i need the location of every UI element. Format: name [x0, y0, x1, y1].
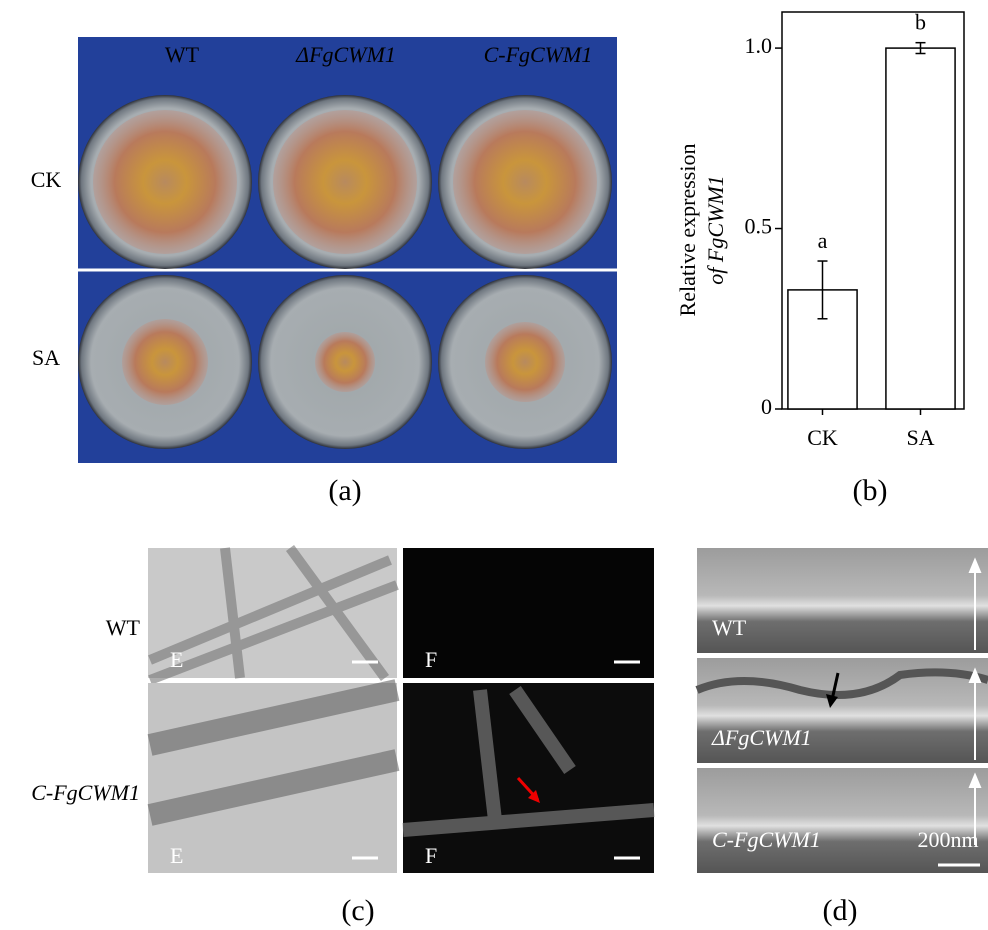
y-axis-label: Relative expression: [675, 144, 700, 317]
panel-label: (b): [853, 474, 888, 507]
image-letter: E: [170, 647, 183, 672]
significance-letter: b: [915, 10, 926, 35]
panel-label: (c): [341, 894, 374, 927]
bar: [886, 48, 955, 409]
y-tick-label: 1.0: [745, 33, 773, 58]
panel-label: (d): [823, 894, 858, 927]
y-axis-label: of FgCWM1: [703, 175, 728, 284]
bar-chart: 0 0.5 1.0 a CK b SA: [745, 10, 965, 450]
figure: WT ΔFgCWM1 C-FgCWM1 CK SA (a) 0 0.5 1.0 a CK…: [0, 0, 988, 930]
x-tick-label: SA: [906, 425, 934, 450]
row-label: C-FgCWM1: [712, 827, 821, 852]
panel-label: (a): [328, 474, 361, 507]
micrographs: [148, 548, 654, 873]
tem-images: [697, 548, 988, 873]
x-tick-label: CK: [807, 425, 838, 450]
scale-bar-label: 200nm: [917, 827, 978, 852]
image-letter: F: [425, 647, 437, 672]
column-label: WT: [165, 42, 200, 67]
row-label: WT: [106, 615, 141, 640]
row-label: WT: [712, 615, 747, 640]
image-letter: F: [425, 843, 437, 868]
row-label: SA: [32, 345, 60, 370]
row-label: ΔFgCWM1: [711, 725, 812, 750]
image-letter: E: [170, 843, 183, 868]
row-label: CK: [31, 167, 62, 192]
row-label: C-FgCWM1: [31, 780, 140, 805]
y-tick-label: 0.5: [745, 214, 773, 239]
column-label: ΔFgCWM1: [295, 42, 396, 67]
significance-letter: a: [818, 228, 828, 253]
column-label: C-FgCWM1: [484, 42, 593, 67]
y-tick-label: 0: [761, 394, 772, 419]
